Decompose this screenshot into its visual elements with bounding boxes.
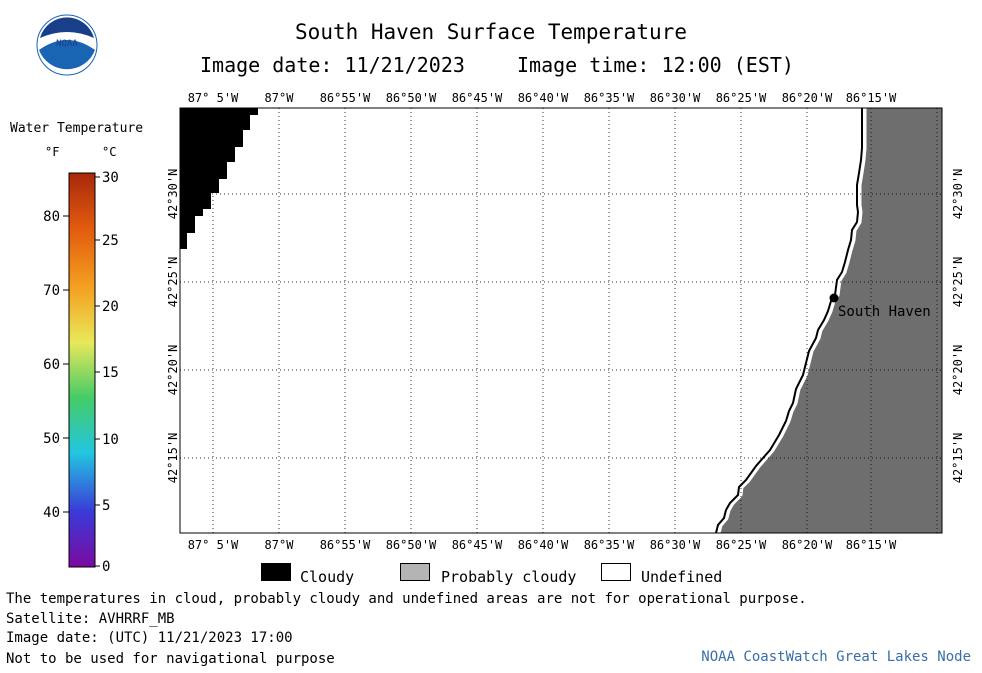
lon-label: 87° 5'W (188, 91, 239, 105)
image-time: Image time: 12:00 (EST) (517, 53, 794, 77)
lon-label: 86°35'W (584, 538, 635, 552)
right-latitude-labels: 42°30'N 42°25'N 42°20'N 42°15'N (951, 169, 965, 484)
lat-label: 42°30'N (166, 169, 180, 220)
unit-fahrenheit: °F (45, 145, 60, 159)
f-tick-label: 70 (43, 283, 60, 299)
lon-label: 86°40'W (518, 91, 569, 105)
c-tick-label: 0 (102, 559, 110, 575)
c-tick-label: 20 (102, 299, 119, 315)
lon-label: 86°30'W (650, 538, 701, 552)
lon-label: 86°20'W (782, 91, 833, 105)
lon-label: 86°25'W (716, 538, 767, 552)
f-tick-label: 50 (43, 431, 60, 447)
lat-label: 42°30'N (951, 169, 965, 220)
lon-label: 86°15'W (846, 91, 897, 105)
page-title: South Haven Surface Temperature (295, 20, 687, 44)
lon-label: 87°W (265, 91, 295, 105)
lon-label: 86°30'W (650, 91, 701, 105)
noaa-logo: NOAA (36, 14, 98, 76)
bottom-longitude-labels: 87° 5'W 87°W 86°55'W 86°50'W 86°45'W 86°… (188, 538, 897, 552)
lon-label: 86°50'W (386, 91, 437, 105)
lon-label: 86°35'W (584, 91, 635, 105)
fahrenheit-ticks: 80 70 60 50 40 (43, 209, 69, 521)
lat-label: 42°20'N (166, 345, 180, 396)
lon-label: 86°25'W (716, 91, 767, 105)
map-graticule (180, 108, 942, 533)
image-date: Image date: 11/21/2023 (200, 53, 465, 77)
probably-cloudy-label: Probably cloudy (441, 568, 577, 586)
cloudy-swatch (261, 563, 291, 581)
c-tick-label: 5 (102, 498, 110, 514)
cloudy-label: Cloudy (300, 568, 355, 586)
cloudy-area (180, 108, 258, 249)
disclaimer-text: The temperatures in cloud, probably clou… (6, 591, 807, 607)
land-area (718, 108, 942, 533)
temperature-colorbar: 80 70 60 50 40 30 25 20 15 10 5 0 (43, 170, 119, 575)
lon-label: 86°15'W (846, 538, 897, 552)
lon-label: 87° 5'W (188, 538, 239, 552)
svg-text:NOAA: NOAA (56, 39, 78, 49)
colorbar-title: Water Temperature (10, 121, 144, 136)
undefined-swatch (601, 563, 631, 581)
lon-label: 87°W (265, 538, 295, 552)
unit-celsius: °C (102, 145, 117, 159)
lon-label: 86°45'W (452, 538, 503, 552)
top-longitude-labels: 87° 5'W 87°W 86°55'W 86°50'W 86°45'W 86°… (188, 91, 897, 105)
left-latitude-labels: 42°30'N 42°25'N 42°20'N 42°15'N (166, 169, 180, 484)
lon-label: 86°40'W (518, 538, 569, 552)
satellite-text: Satellite: AVHRRF_MB (6, 611, 175, 627)
f-tick-label: 60 (43, 357, 60, 373)
lon-label: 86°50'W (386, 538, 437, 552)
lat-label: 42°20'N (951, 345, 965, 396)
c-tick-label: 10 (102, 432, 119, 448)
lat-label: 42°15'N (166, 433, 180, 484)
celsius-ticks: 30 25 20 15 10 5 0 (95, 170, 119, 575)
lon-label: 86°55'W (320, 538, 371, 552)
navigation-warning: Not to be used for navigational purpose (6, 651, 335, 667)
f-tick-label: 40 (43, 505, 60, 521)
lon-label: 86°20'W (782, 538, 833, 552)
south-haven-marker (829, 293, 839, 303)
utc-date-text: Image date: (UTC) 11/21/2023 17:00 (6, 630, 293, 646)
lat-label: 42°25'N (166, 257, 180, 308)
c-tick-label: 25 (102, 233, 119, 249)
c-tick-label: 15 (102, 365, 119, 381)
lon-label: 86°55'W (320, 91, 371, 105)
lon-label: 86°45'W (452, 91, 503, 105)
c-tick-label: 30 (102, 170, 119, 186)
credit-link[interactable]: NOAA CoastWatch Great Lakes Node (701, 649, 971, 665)
undefined-label: Undefined (641, 568, 723, 586)
f-tick-label: 80 (43, 209, 60, 225)
temperature-map: 87° 5'W 87°W 86°55'W 86°50'W 86°45'W 86°… (166, 91, 965, 552)
lat-label: 42°15'N (951, 433, 965, 484)
lat-label: 42°25'N (951, 257, 965, 308)
south-haven-label: South Haven (838, 304, 931, 320)
probably-cloudy-swatch (400, 563, 430, 581)
